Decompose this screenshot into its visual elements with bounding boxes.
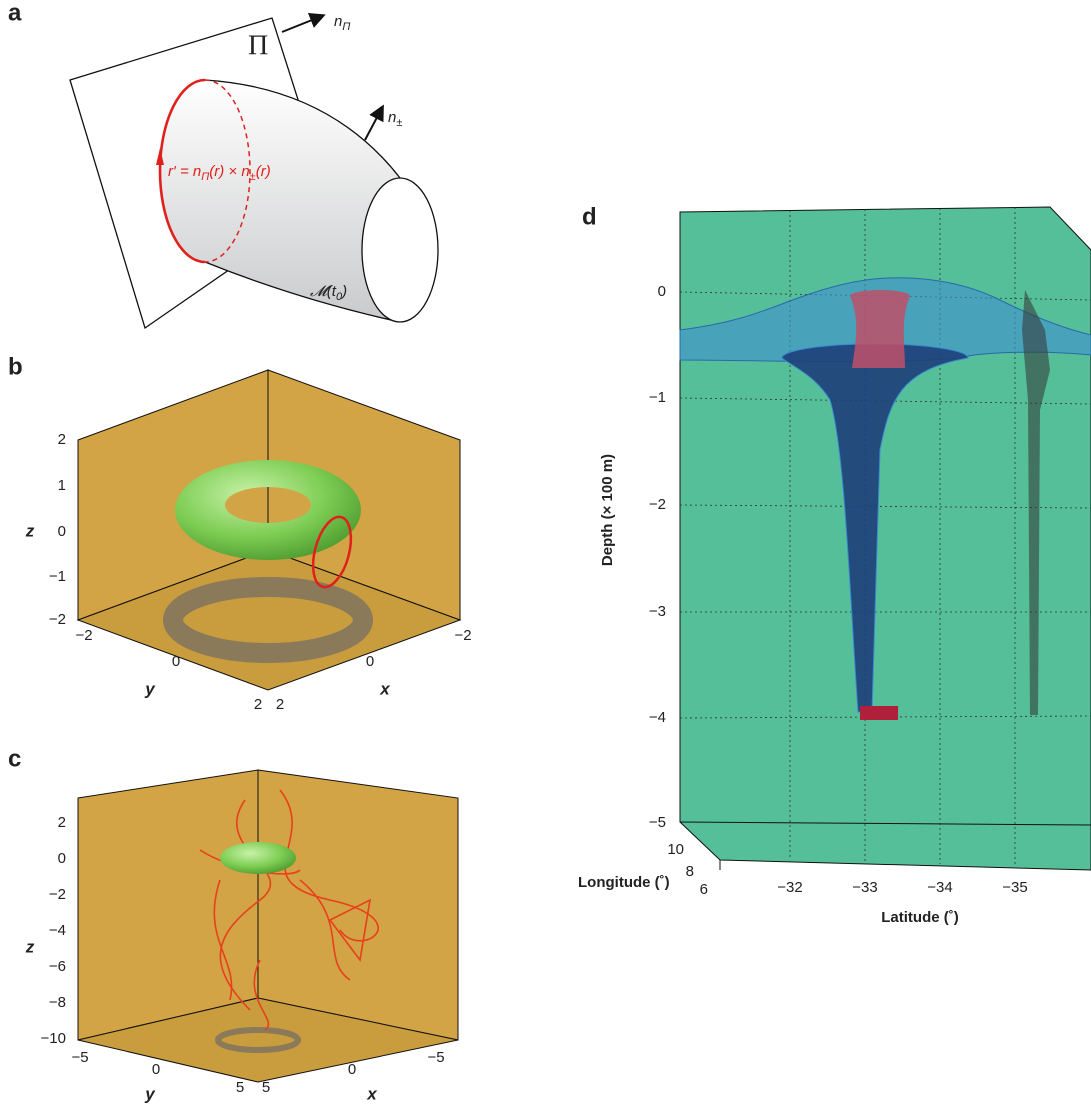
tick-label: −1 [649, 389, 666, 406]
axis-title: y [144, 679, 156, 698]
tick-label: −3 [649, 603, 666, 620]
tick-label: −10 [41, 1030, 66, 1047]
panel-a: a Π nΠ n± r′ = nΠ(r) × n±(r) 𝓜(t0) [8, 0, 439, 330]
curve [158, 78, 206, 264]
text: ) [340, 283, 347, 300]
plane-label: Π [248, 30, 268, 61]
shadow [215, 1027, 301, 1053]
axis-title: y [144, 1084, 156, 1103]
tick-label: −2 [649, 496, 666, 513]
panel-label: b [8, 353, 23, 380]
text: (r) [256, 163, 271, 180]
panel-d: d Depth (× 100 m) Longitude (˚) Latitude… [578, 203, 1091, 926]
panel-b: b [8, 353, 462, 691]
tube-edge [204, 79, 401, 323]
tick-label: 5 [262, 1079, 270, 1096]
panel-label: a [8, 0, 22, 26]
tick-label: −6 [49, 958, 66, 975]
axis-title: Depth (× 100 m) [599, 454, 616, 566]
tick-label: −2 [49, 886, 66, 903]
tick-label: −1 [49, 568, 66, 585]
tick-label: 1 [58, 477, 66, 494]
text: ± [396, 117, 402, 129]
torus [220, 842, 296, 874]
panel-label: c [8, 745, 21, 772]
normal-arrow [364, 104, 384, 141]
tick-label: 5 [236, 1079, 244, 1096]
tick-label: 2 [58, 431, 66, 448]
axis-title: Longitude (˚) [578, 874, 670, 891]
tick-label: −4 [649, 709, 666, 726]
normal-arrow [281, 13, 326, 33]
funnel [781, 343, 969, 713]
tick-label: 8 [686, 863, 694, 880]
text: Π [201, 171, 209, 183]
column-base [860, 706, 898, 720]
panel-label: d [582, 203, 597, 230]
tick-label: 2 [276, 696, 284, 713]
curve [311, 515, 353, 589]
normal-label: nΠ [334, 13, 350, 33]
tick-label: 0 [658, 283, 666, 300]
tick-label: −33 [852, 879, 877, 896]
axis-title: z [25, 521, 35, 540]
tick-label: 0 [152, 1061, 160, 1078]
tick-label: 0 [58, 523, 66, 540]
tick-label: −35 [1002, 879, 1027, 896]
text: ± [250, 171, 256, 183]
text: n [334, 13, 342, 30]
column [850, 290, 910, 368]
tick-label: 0 [366, 653, 374, 670]
text: 𝓜(t [310, 283, 337, 300]
tick-label: 2 [58, 814, 66, 831]
edge [679, 821, 1091, 826]
tick-label: −2 [454, 627, 471, 644]
tick-label: −4 [49, 922, 66, 939]
tick-label: 10 [667, 841, 684, 858]
text: Π [342, 21, 350, 33]
torus [175, 460, 361, 560]
feature [1022, 290, 1050, 715]
wall [77, 769, 259, 1041]
text: 0 [336, 291, 343, 303]
tick-label: −2 [75, 627, 92, 644]
text: r′ = n [168, 163, 201, 180]
panel-c: c [8, 745, 459, 1083]
tick-label: −2 [49, 611, 66, 628]
tube-end [361, 177, 439, 323]
curve-hidden [204, 79, 251, 263]
tick-label: 0 [348, 1061, 356, 1078]
axis-title: z [25, 937, 35, 956]
tick-label: −34 [927, 879, 952, 896]
shadow [163, 577, 373, 663]
floor [77, 997, 459, 1083]
axis-title: Latitude (˚) [881, 909, 958, 926]
tick-label: 0 [172, 653, 180, 670]
floor [76, 549, 462, 691]
tick-label: 2 [254, 696, 262, 713]
tick-label: −5 [427, 1049, 444, 1066]
equation: r′ = nΠ(r) × n±(r) [168, 163, 271, 183]
text: n [388, 109, 396, 126]
tick-label: 6 [700, 881, 708, 898]
axis-title: x [366, 1084, 378, 1103]
tick-label: −5 [649, 814, 666, 831]
text: (r) × n [209, 163, 249, 180]
normal-label: n± [388, 109, 402, 129]
tick-label: −5 [71, 1049, 88, 1066]
tick-label: 0 [58, 850, 66, 867]
arrow [156, 148, 164, 165]
tube [160, 80, 400, 322]
tick-label: −32 [777, 879, 802, 896]
tick-label: −8 [49, 994, 66, 1011]
wall [257, 769, 459, 1041]
axis-title: x [379, 679, 391, 698]
manifold-label: 𝓜(t0) [310, 283, 347, 303]
